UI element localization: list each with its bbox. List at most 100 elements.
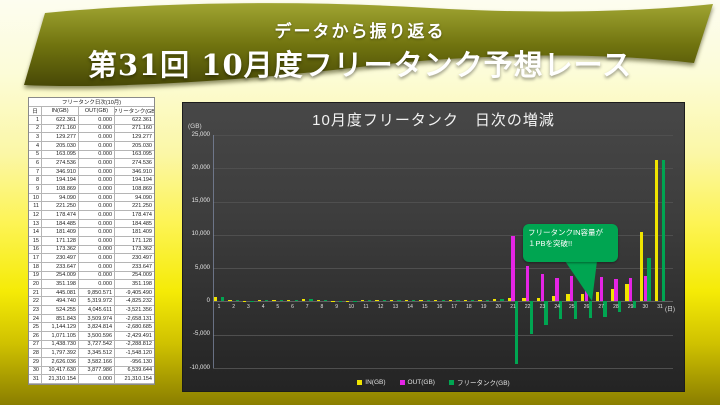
day-cell: 26	[29, 332, 42, 341]
day-cell: 16	[29, 245, 42, 255]
banner-ribbon	[24, 3, 713, 87]
table-header-row: 日IN(GB)OUT(GB)フリータンク(GB)	[29, 107, 154, 116]
day-cell: 17	[29, 254, 42, 263]
legend-item: IN(GB)	[357, 378, 386, 386]
table-row: 8 194.194 0.000 194.194	[29, 176, 154, 186]
bar-in-day-15	[419, 300, 423, 302]
value-cell: 10,417.630	[42, 366, 79, 376]
day-cell: 6	[29, 159, 42, 168]
x-tick-label: 30	[642, 304, 649, 311]
x-axis-unit-label: (日)	[665, 307, 675, 314]
table-row: 22 494.740 5,319.972 -4,825.232	[29, 297, 154, 307]
y-tick-label: 25,000	[191, 131, 210, 138]
value-cell: 3,877.986	[79, 366, 115, 376]
day-cell: 4	[29, 141, 42, 151]
value-cell: 1,797.392	[42, 349, 79, 358]
bar-tank-day-1	[221, 297, 225, 302]
value-cell: 94.090	[115, 194, 154, 203]
value-cell: 346.910	[42, 167, 79, 177]
legend-swatch-icon	[448, 379, 454, 385]
y-tick-label: -10,000	[189, 364, 210, 371]
value-cell: 230.497	[42, 254, 79, 263]
day-cell: 10	[29, 193, 42, 203]
value-cell: 0.000	[79, 245, 115, 255]
bar-tank-day-20	[500, 299, 504, 302]
bar-tank-day-11	[368, 299, 372, 302]
callout-line1: フリータンクIN容量が	[528, 228, 603, 237]
bar-tank-day-6	[294, 299, 298, 302]
value-cell: 0.000	[79, 176, 115, 186]
x-tick-label: 15	[422, 304, 428, 311]
value-cell: 108.869	[42, 185, 79, 194]
y-axis-unit-label: (GB)	[188, 123, 202, 130]
value-cell: 351.198	[42, 280, 79, 289]
bar-in-day-10	[345, 300, 350, 302]
day-cell: 22	[29, 297, 42, 307]
day-cell: 19	[29, 271, 42, 281]
value-cell: 346.910	[115, 168, 154, 177]
table-row: 9 108.869 0.000 108.869	[29, 185, 154, 194]
bar-tank-day-25	[573, 301, 578, 320]
banner-title: 第31回 10月度フリータンク予想レース	[87, 48, 633, 82]
annotation-callout: フリータンクIN容量が １PBを突破!!	[523, 224, 618, 262]
value-cell: 0.000	[79, 124, 115, 134]
value-cell: 221.250	[42, 202, 79, 212]
gridline	[213, 234, 673, 236]
value-cell: 194.194	[42, 176, 79, 186]
bar-in-day-27	[595, 291, 600, 302]
table-row: 26 1,071.105 3,500.596 -2,429.491	[29, 332, 154, 341]
value-cell: 622.361	[42, 116, 79, 125]
value-cell: 4,045.611	[79, 306, 115, 315]
day-cell: 29	[29, 357, 42, 367]
value-cell: 274.536	[42, 159, 79, 168]
value-cell: 1,438.730	[42, 340, 79, 350]
value-cell: 622.361	[115, 116, 154, 125]
column-header: フリータンク(GB)	[115, 107, 154, 116]
title-banner: データから振り返る 第31回 10月度フリータンク予想レース	[0, 0, 720, 96]
x-tick-label: 16	[436, 304, 443, 311]
table-row: 21 445.081 9,850.571 -9,405.490	[29, 288, 154, 298]
table-row: 17 230.497 0.000 230.497	[29, 254, 154, 263]
day-cell: 14	[29, 228, 42, 237]
gridline	[213, 334, 673, 336]
value-cell: 0.000	[79, 219, 115, 229]
value-cell: 254.009	[115, 272, 154, 281]
table-row: 28 1,797.392 3,345.512 -1,548.120	[29, 349, 154, 358]
table-row: 25 1,144.129 3,824.814 -2,680.685	[29, 323, 154, 333]
zero-gridline	[213, 301, 673, 303]
value-cell: 0.000	[79, 254, 115, 263]
bar-tank-day-10	[353, 300, 357, 302]
value-cell: 108.869	[115, 185, 154, 194]
bar-tank-day-12	[382, 300, 387, 302]
value-cell: -2,658.131	[115, 315, 154, 324]
value-cell: -2,429.491	[115, 332, 154, 341]
value-cell: 1,071.105	[42, 332, 79, 341]
banner-subtitle: データから振り返る	[274, 22, 446, 42]
legend-label: OUT(GB)	[407, 378, 435, 386]
legend-label: IN(GB)	[365, 378, 386, 386]
day-cell: 9	[29, 185, 42, 194]
bar-tank-day-21	[515, 301, 519, 365]
day-cell: 23	[29, 306, 42, 315]
table-row: 16 173.362 0.000 173.362	[29, 245, 154, 255]
bar-in-day-9	[331, 300, 335, 302]
value-cell: 173.362	[42, 245, 79, 255]
bar-tank-day-17	[456, 299, 460, 302]
value-cell: 230.497	[115, 254, 154, 263]
value-cell: 0.000	[79, 202, 115, 212]
bar-tank-day-2	[235, 299, 240, 302]
bar-out-day-27	[599, 276, 603, 302]
value-cell: 0.000	[79, 116, 115, 125]
bar-tank-day-3	[250, 300, 254, 302]
legend-swatch-icon	[399, 379, 405, 385]
x-tick-label: 4	[261, 304, 265, 311]
day-cell: 5	[29, 150, 42, 160]
value-cell: 163.095	[42, 150, 79, 160]
x-tick-label: 8	[320, 304, 324, 311]
value-cell: 2,626.036	[42, 357, 79, 367]
value-cell: 351.198	[115, 280, 154, 289]
x-tick-label: 3	[247, 304, 250, 311]
x-tick-label: 5	[276, 304, 280, 311]
value-cell: 0.000	[79, 375, 115, 384]
bar-in-day-7	[301, 299, 306, 302]
